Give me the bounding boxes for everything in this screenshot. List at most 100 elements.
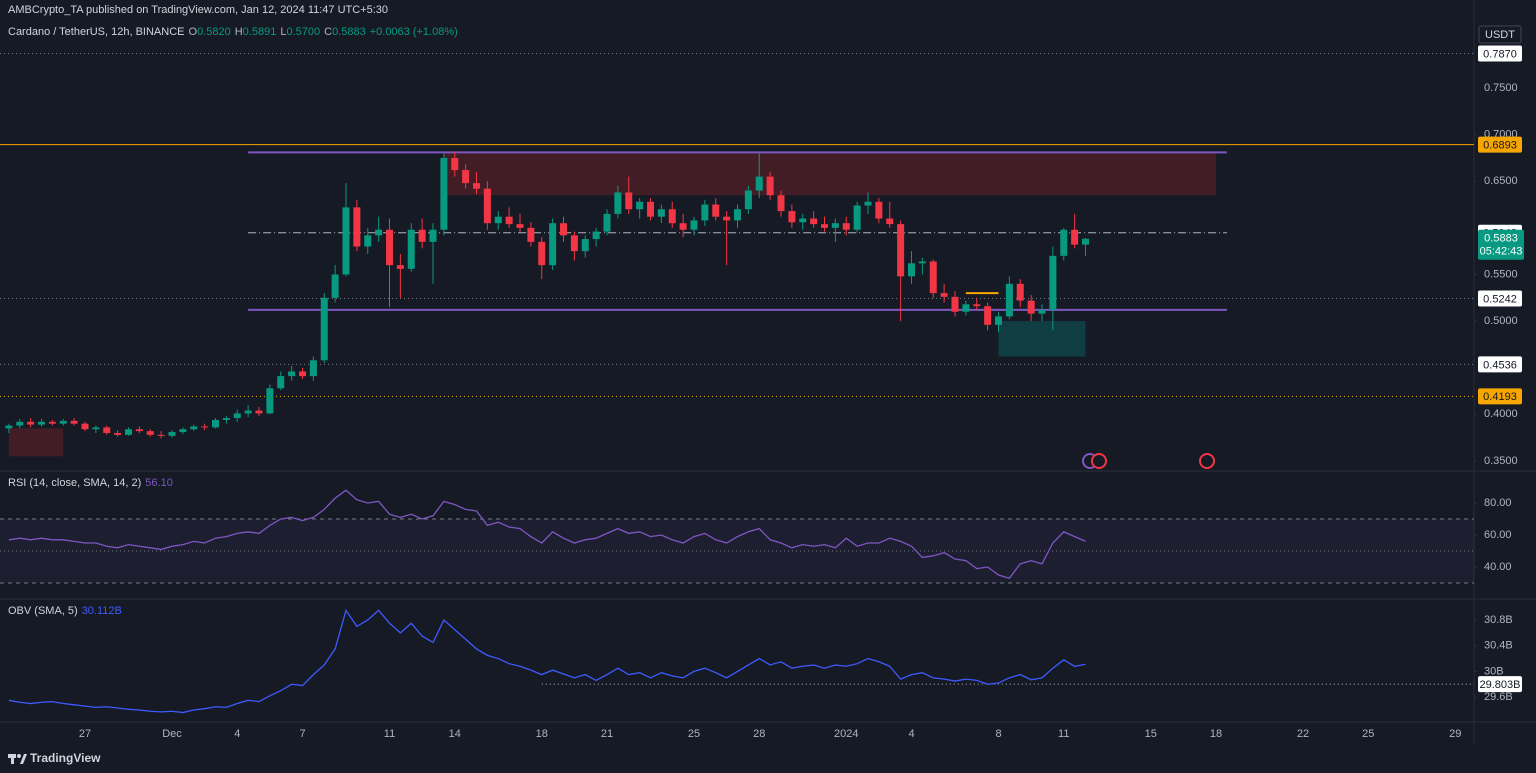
candle-body	[342, 207, 350, 275]
legend-value: 0.5820	[197, 26, 231, 38]
legend-value: 0.5891	[242, 26, 277, 38]
candle-body	[255, 410, 263, 414]
candle-body	[821, 224, 828, 228]
candle-body	[418, 229, 426, 242]
y-tick-label: 30B	[1484, 665, 1504, 677]
candle-body	[570, 235, 578, 252]
plot-layer: 0.35000.40000.50000.55000.65000.70000.75…	[0, 0, 1536, 745]
candle-body	[777, 195, 785, 212]
candle-body	[929, 261, 937, 294]
legend-key: L	[280, 26, 287, 38]
candle-body	[396, 265, 404, 269]
countdown: 05:42:43	[1480, 246, 1523, 258]
candle-body	[647, 201, 654, 217]
candle-body	[1005, 283, 1013, 317]
candle-body	[407, 229, 415, 269]
y-tick-label: 40.00	[1484, 561, 1512, 573]
candle-body	[309, 360, 317, 377]
candle-body	[157, 434, 165, 436]
candle-body	[875, 201, 883, 219]
candle-body	[864, 201, 872, 206]
legend-key: C	[324, 26, 333, 38]
x-tick-label: 29	[1449, 728, 1461, 740]
candle-body	[38, 421, 45, 425]
candle-body	[962, 304, 970, 312]
candle-body	[538, 241, 546, 266]
x-tick-label: 4	[234, 728, 240, 740]
candle-body	[135, 429, 143, 432]
candle-body	[918, 261, 926, 264]
level-label: 0.6893	[1483, 140, 1517, 152]
candle-body	[266, 388, 274, 414]
last-value: 56.10	[145, 477, 173, 489]
candle-body	[614, 192, 622, 214]
x-tick-label: 8	[995, 728, 1001, 740]
candle-body	[712, 204, 720, 217]
candle-body	[549, 223, 557, 266]
obv-legend: OBV (SMA, 5) 30.112B	[8, 605, 126, 617]
candle-body	[853, 205, 861, 230]
level-label-box	[1478, 136, 1522, 153]
candle-body	[831, 223, 839, 228]
level-label: 0.4536	[1483, 359, 1517, 371]
last-price: 0.5883	[1484, 233, 1518, 245]
candle-body	[755, 176, 763, 191]
candle-body	[179, 429, 187, 433]
y-tick-label: 0.3500	[1484, 455, 1518, 467]
level-label: 0.7870	[1483, 48, 1517, 60]
pane-title: Cardano / TetherUS, 12h, BINANCE	[8, 26, 185, 38]
candle-body	[473, 183, 480, 189]
candle-body	[1038, 309, 1046, 314]
candle-body	[494, 216, 502, 224]
level-label-box	[1478, 290, 1522, 307]
x-tick-label: 11	[384, 728, 395, 740]
x-tick-label: 4	[908, 728, 914, 740]
candle-body	[462, 170, 470, 184]
x-tick-label: 25	[688, 728, 700, 740]
event-marker	[1199, 453, 1215, 469]
price-axis-panel	[1474, 0, 1536, 745]
candle-body	[701, 204, 709, 221]
indicator-line	[8, 489, 1086, 579]
level-label-box	[1478, 45, 1522, 62]
indicator-line	[8, 608, 1086, 714]
candle-body	[505, 216, 513, 225]
event-marker	[1091, 453, 1107, 469]
x-tick-label: 22	[1297, 728, 1309, 740]
candle-body	[483, 188, 491, 224]
candle-body	[59, 420, 67, 424]
pane-title: OBV (SMA, 5)	[8, 605, 78, 617]
y-tick-label: 0.6500	[1484, 175, 1518, 187]
x-tick-label: 15	[1145, 728, 1157, 740]
level-label-box	[1478, 676, 1522, 693]
candle-body	[810, 218, 818, 225]
zone	[443, 152, 1216, 196]
candle-body	[908, 263, 915, 277]
candle-body	[114, 432, 122, 435]
level-label-box	[1478, 388, 1522, 405]
x-tick-label: 14	[449, 728, 461, 740]
candle-body	[636, 201, 644, 210]
brand-logo	[8, 754, 27, 764]
candle-body	[668, 209, 676, 224]
zone	[998, 321, 1086, 357]
level-label: 0.4193	[1483, 391, 1517, 403]
x-tick-label: 7	[299, 728, 305, 740]
x-tick-label: Dec	[162, 728, 182, 740]
y-tick-label: 60.00	[1484, 529, 1512, 541]
candle-body	[1060, 229, 1068, 256]
candle-body	[364, 235, 372, 247]
x-tick-label: 18	[536, 728, 548, 740]
y-tick-label: 0.5000	[1484, 315, 1518, 327]
candle-body	[48, 421, 56, 424]
currency: USDT	[1485, 29, 1515, 41]
level-label: 0.5242	[1483, 293, 1517, 305]
candle-body	[679, 223, 687, 230]
legend-key: H	[234, 26, 243, 38]
x-tick-label: 21	[601, 728, 613, 740]
candle-body	[244, 410, 252, 414]
candle-body	[973, 304, 981, 307]
y-tick-label: 30.8B	[1484, 614, 1513, 626]
candle-body	[222, 418, 230, 420]
